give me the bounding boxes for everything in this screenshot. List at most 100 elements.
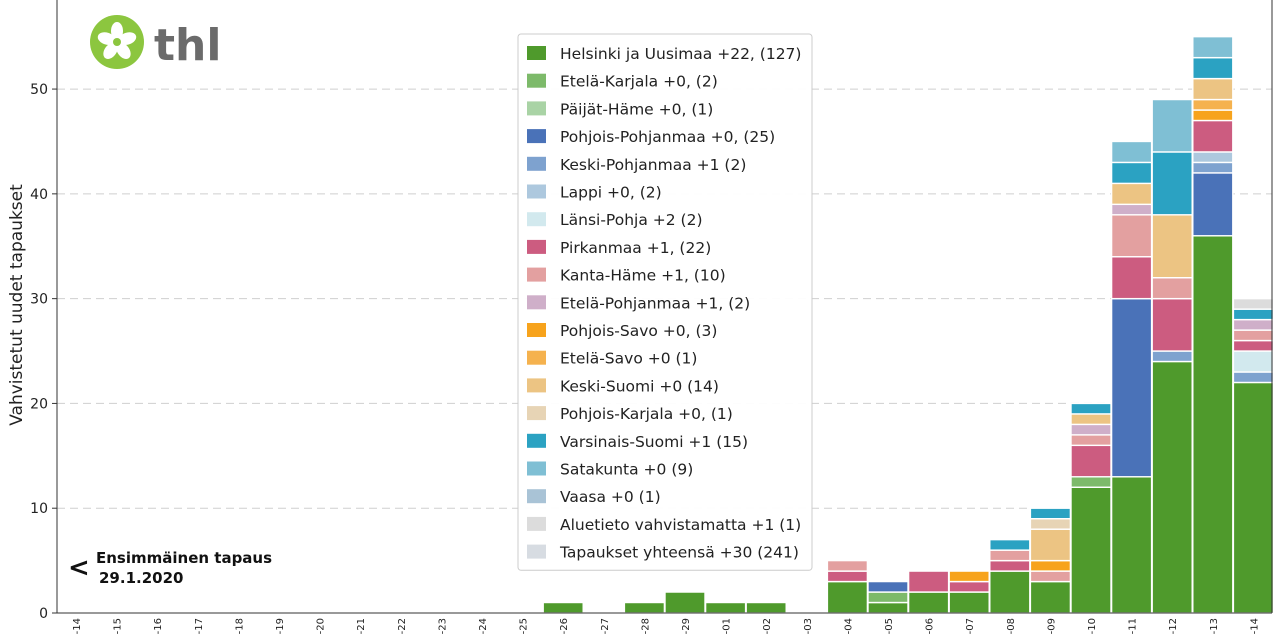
x-tick-label: -02 <box>762 618 773 634</box>
bar-segment <box>1232 308 1275 321</box>
bar-segment <box>948 591 990 614</box>
y-tick-label: 10 <box>30 501 48 517</box>
bar-segment <box>1151 214 1193 279</box>
bar-segment <box>1151 276 1193 300</box>
bar-segment <box>1070 476 1112 488</box>
bar-segment <box>867 591 909 604</box>
x-tick-label: -28 <box>640 618 651 634</box>
legend-entry: Etelä-Karjala +0, (2) <box>560 73 718 91</box>
bar-segment <box>907 570 950 593</box>
bar-segment <box>704 601 747 614</box>
x-tick-label: -13 <box>1209 618 1220 634</box>
bar-segment <box>867 580 909 593</box>
x-tick-label: -04 <box>843 618 854 634</box>
bar-segment <box>1232 339 1275 352</box>
bar-segment <box>1110 203 1153 216</box>
legend-swatch <box>527 267 546 282</box>
legend-swatch <box>527 212 546 227</box>
bar-segment <box>1070 444 1112 478</box>
x-tick-label: -19 <box>275 618 286 634</box>
legend-entry: Pohjois-Savo +0, (3) <box>560 322 717 340</box>
legend-entry: Satakunta +0 (9) <box>560 461 693 479</box>
x-tick-label: -12 <box>1168 618 1179 634</box>
x-tick-label: -25 <box>519 618 530 634</box>
bar-segment <box>1192 98 1234 111</box>
x-tick-label: -26 <box>559 618 570 634</box>
x-tick-label: -10 <box>1087 618 1098 634</box>
y-axis-label: Vahvistetut uudet tapaukset <box>7 184 27 426</box>
bar-segment <box>989 559 1031 572</box>
legend-entry: Aluetieto vahvistamatta +1 (1) <box>560 516 801 534</box>
bar-segment <box>1110 214 1153 258</box>
bar-segment <box>1151 98 1193 153</box>
bar-segment <box>989 538 1031 551</box>
x-tick-label: -22 <box>397 618 408 634</box>
legend-entry: Pohjois-Karjala +0, (1) <box>560 405 733 423</box>
bar-segment <box>1192 161 1234 174</box>
legend: Helsinki ja Uusimaa +22, (127) Etelä-Karj… <box>517 33 813 571</box>
bar-segment <box>1192 119 1234 153</box>
x-tick-label: -01 <box>722 618 733 634</box>
x-tick-label: -18 <box>234 618 245 634</box>
bar-segment <box>1070 434 1112 447</box>
bar-segment <box>1192 56 1234 80</box>
legend-entry: Pirkanmaa +1, (22) <box>560 239 711 257</box>
x-tick-label: -29 <box>681 618 692 634</box>
first-case-annotation: < Ensimmäinen tapaus 29.1.2020 <box>68 549 272 587</box>
x-tick-label: -20 <box>316 618 327 634</box>
bar-segment <box>1192 35 1234 59</box>
legend-swatch <box>527 101 546 116</box>
bar-segment <box>664 591 706 614</box>
bar-segment <box>1029 570 1072 583</box>
legend-swatch <box>527 433 546 448</box>
bar-segment <box>1192 109 1234 122</box>
legend-entry: Pohjois-Pohjanmaa +0, (25) <box>560 128 775 146</box>
legend-swatch <box>527 129 546 144</box>
bar-segment <box>826 570 869 583</box>
legend-swatch <box>527 461 546 476</box>
x-tick-label: -23 <box>437 618 448 634</box>
legend-entry: Vaasa +0 (1) <box>560 488 661 506</box>
bar-segment <box>623 601 666 614</box>
bar-segment <box>989 570 1031 614</box>
x-ticks: -14 -15 -16 -17 -18 -19 -20 -21 -22 -23 -24 -25 -26 -… <box>72 618 1260 634</box>
thl-logo-text: thl <box>154 20 221 71</box>
legend-swatch <box>527 73 546 88</box>
bar-segment <box>948 580 990 593</box>
legend-swatch <box>527 489 546 504</box>
legend-swatch <box>527 516 546 531</box>
legend-entry: Kanta-Häme +1, (10) <box>560 267 726 285</box>
bar-segment <box>1029 528 1072 562</box>
bar-segment <box>1029 580 1072 614</box>
y-tick-label: 30 <box>30 292 48 308</box>
x-tick-label: -27 <box>600 618 611 634</box>
bar-segment <box>1110 297 1153 478</box>
legend-swatch <box>527 239 546 254</box>
grid-lines <box>57 88 1272 509</box>
bar-segment <box>1232 318 1275 331</box>
x-tick-label: -21 <box>356 618 367 634</box>
x-tick-label: -17 <box>194 618 205 634</box>
x-tick-label: -09 <box>1046 618 1057 634</box>
y-ticks: 0 10 20 30 40 50 <box>30 82 57 622</box>
bar-segment <box>1232 350 1275 373</box>
legend-swatch <box>527 378 546 393</box>
bar-segment <box>826 559 869 572</box>
legend-swatch <box>527 544 546 559</box>
bar-segment <box>1151 297 1193 352</box>
legend-swatch <box>527 350 546 365</box>
bar-segment <box>745 601 787 614</box>
bar-segment <box>1070 402 1112 415</box>
legend-box <box>517 33 813 571</box>
legend-entry: Keski-Suomi +0 (14) <box>560 377 719 395</box>
bar-segment <box>1110 476 1153 614</box>
bars <box>542 35 1275 614</box>
y-tick-label: 0 <box>39 606 48 622</box>
y-tick-label: 50 <box>30 82 48 98</box>
legend-entry: Keski-Pohjanmaa +1 (2) <box>560 156 746 174</box>
x-tick-label: -07 <box>965 618 976 634</box>
bar-segment <box>826 580 869 614</box>
bar-segment <box>1151 360 1193 614</box>
legend-entry: Länsi-Pohja +2 (2) <box>560 211 703 229</box>
x-tick-label: -15 <box>113 618 124 634</box>
